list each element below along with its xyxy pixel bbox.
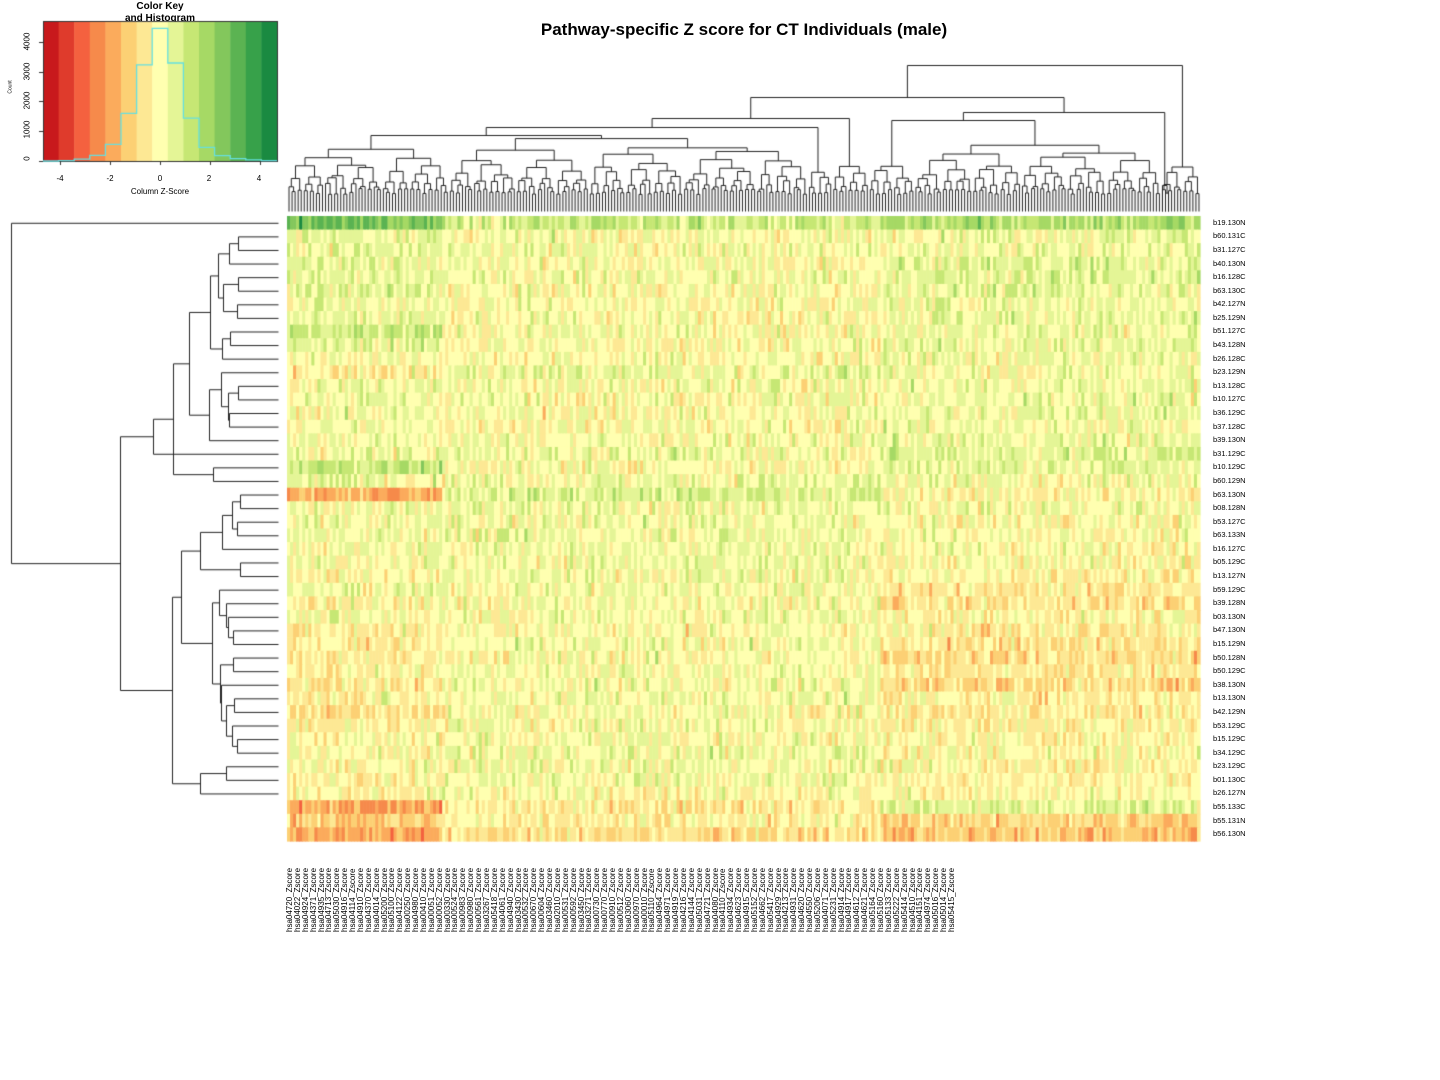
row-label: b42.129N: [1213, 706, 1246, 716]
row-label: b05.129C: [1213, 557, 1246, 567]
row-label: b23.129N: [1213, 367, 1246, 377]
row-label: b42.127N: [1213, 299, 1246, 309]
row-label: b60.131C: [1213, 231, 1246, 241]
row-label: b26.127N: [1213, 788, 1246, 798]
row-label: b16.127C: [1213, 543, 1246, 553]
row-label: b53.127C: [1213, 516, 1246, 526]
row-label: b25.129N: [1213, 312, 1246, 322]
row-label: b08.128N: [1213, 503, 1246, 513]
row-label: b15.129N: [1213, 638, 1246, 648]
row-label: b60.129N: [1213, 475, 1246, 485]
row-label: b23.129C: [1213, 761, 1246, 771]
row-label: b39.130N: [1213, 435, 1246, 445]
row-label: b31.129C: [1213, 448, 1246, 458]
column-label: hsa05415_Zscore: [946, 867, 956, 932]
row-label: b01.130C: [1213, 774, 1246, 784]
row-label: b50.128N: [1213, 652, 1246, 662]
row-label: b50.129C: [1213, 666, 1246, 676]
row-label: b10.127C: [1213, 394, 1246, 404]
row-label: b63.133N: [1213, 530, 1246, 540]
row-label: b13.130N: [1213, 693, 1246, 703]
row-label: b16.128C: [1213, 272, 1246, 282]
row-label: b39.128N: [1213, 598, 1246, 608]
row-label: b13.127N: [1213, 571, 1246, 581]
row-label: b13.128C: [1213, 380, 1246, 390]
row-label: b40.130N: [1213, 258, 1246, 268]
row-label: b36.129C: [1213, 408, 1246, 417]
row-label: b47.130N: [1213, 625, 1246, 635]
row-label: b31.127C: [1213, 244, 1246, 254]
row-label: b37.128C: [1213, 421, 1246, 431]
row-label: b26.128C: [1213, 353, 1246, 363]
row-label: b55.131N: [1213, 815, 1246, 825]
row-label: b34.129C: [1213, 747, 1246, 757]
row-label: b56.130N: [1213, 829, 1246, 839]
row-label: b19.130N: [1213, 217, 1246, 227]
row-label: b38.130N: [1213, 679, 1246, 689]
row-label: b10.129C: [1213, 462, 1246, 472]
row-label: b43.128N: [1213, 340, 1246, 350]
row-label: b59.129C: [1213, 584, 1246, 594]
row-label: b15.129C: [1213, 734, 1246, 744]
row-label: b55.133C: [1213, 802, 1246, 812]
row-label: b63.130N: [1213, 489, 1246, 499]
row-label: b03.130N: [1213, 611, 1246, 621]
row-label: b53.129C: [1213, 720, 1246, 730]
row-label: b51.127C: [1213, 326, 1246, 336]
row-label: b63.130C: [1213, 285, 1246, 295]
